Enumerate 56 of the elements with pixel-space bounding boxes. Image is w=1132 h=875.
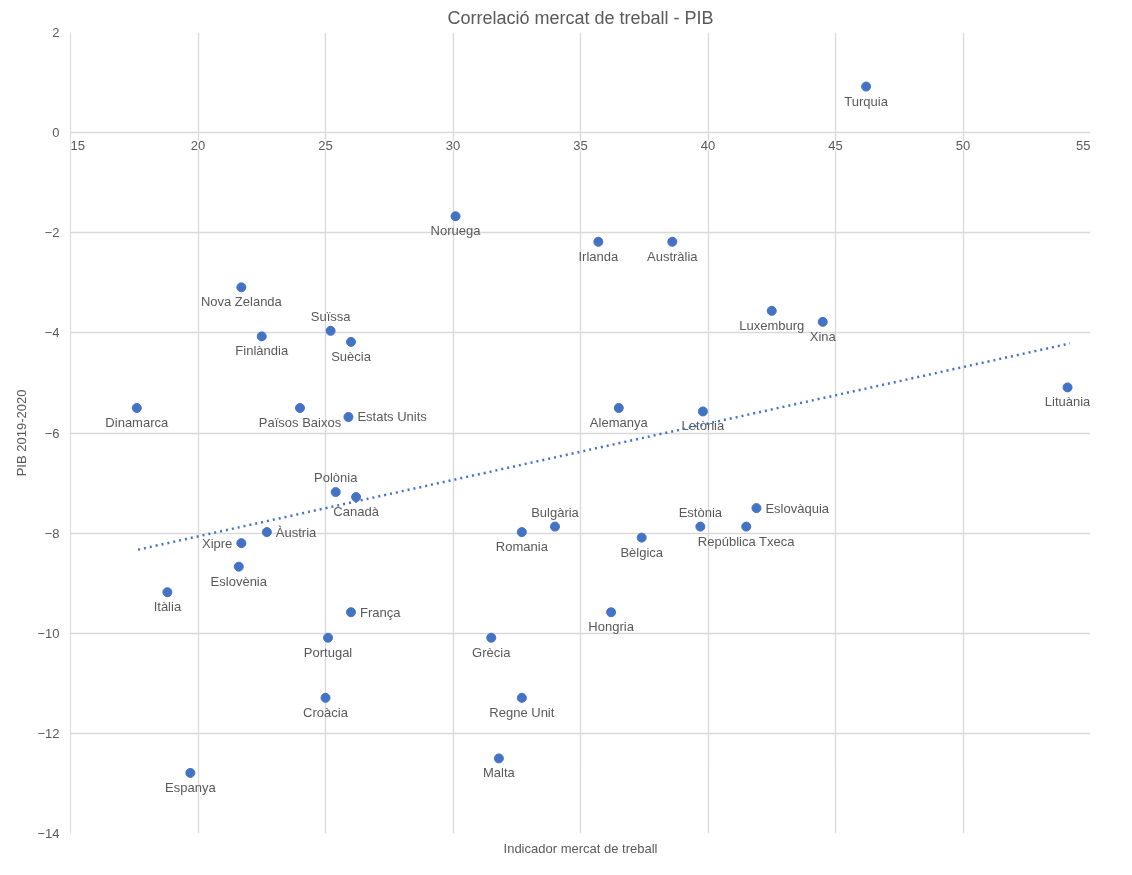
series-label: Eslovàquia <box>765 500 830 516</box>
series-label: Estats Units <box>357 409 428 425</box>
series-label: Portugal <box>303 644 353 660</box>
x-tick-label: 50 <box>955 137 971 153</box>
series-label: Nova Zelanda <box>200 294 283 310</box>
series-label: Hongria <box>588 619 635 635</box>
series-label: Alemanya <box>589 414 649 430</box>
y-axis-title: PIB 2019-2020 <box>14 389 30 477</box>
y-tick-label: −10 <box>37 625 60 641</box>
x-tick-label: 30 <box>445 137 461 153</box>
series-label: Croàcia <box>303 704 349 720</box>
series-label: Noruega <box>430 223 482 239</box>
series-label: Itàlia <box>153 599 182 615</box>
series-label: Xina <box>809 328 837 344</box>
series-label: Turquia <box>844 93 889 109</box>
series-label: Bulgària <box>531 504 580 520</box>
series-label: Eslovènia <box>210 573 268 589</box>
y-tick-label: −2 <box>44 225 60 241</box>
x-tick-label: 20 <box>190 137 206 153</box>
series-label: Bèlgica <box>620 544 664 560</box>
x-axis-title: Indicador mercat de treball <box>503 840 658 856</box>
series-label: Romania <box>495 539 549 555</box>
series-label: Espanya <box>165 779 217 795</box>
series-label: Polònia <box>314 470 359 486</box>
series-label: Suècia <box>331 348 372 364</box>
y-tick-label: −12 <box>37 725 60 741</box>
series-label: Canadà <box>333 504 380 520</box>
y-tick-label: 0 <box>52 125 60 141</box>
x-tick-label: 55 <box>1076 137 1091 153</box>
y-tick-label: 2 <box>52 25 60 40</box>
y-tick-label: −14 <box>37 826 60 841</box>
series-label: Xipre <box>202 535 233 551</box>
series-label: Malta <box>483 765 516 781</box>
series-label: Àustria <box>275 524 318 540</box>
x-tick-label: 25 <box>318 137 333 153</box>
x-tick-label: 15 <box>70 137 85 153</box>
series-label: República Txeca <box>697 533 796 549</box>
series-label: Dinamarca <box>105 414 169 430</box>
series-label: Regne Unit <box>489 704 555 720</box>
x-tick-label: 40 <box>700 137 716 153</box>
series-label: Lituània <box>1044 394 1092 410</box>
y-tick-label: −4 <box>44 325 60 341</box>
chart-title: Correlació mercat de treball - PIB <box>447 7 714 28</box>
series-label: Països Baixos <box>258 414 342 430</box>
series-label: Estònia <box>678 504 723 520</box>
series-label: França <box>360 604 402 620</box>
series-label: Finlàndia <box>235 343 289 359</box>
series-label: Irlanda <box>578 248 619 264</box>
series-label: Suïssa <box>310 308 352 324</box>
series-label: Luxemburg <box>739 317 805 333</box>
x-tick-label: 45 <box>828 137 843 153</box>
y-tick-label: −8 <box>44 525 60 541</box>
series-label: Grècia <box>472 644 512 660</box>
y-tick-label: −6 <box>44 425 60 441</box>
series-label: Austràlia <box>647 248 699 264</box>
x-tick-label: 35 <box>573 137 588 153</box>
